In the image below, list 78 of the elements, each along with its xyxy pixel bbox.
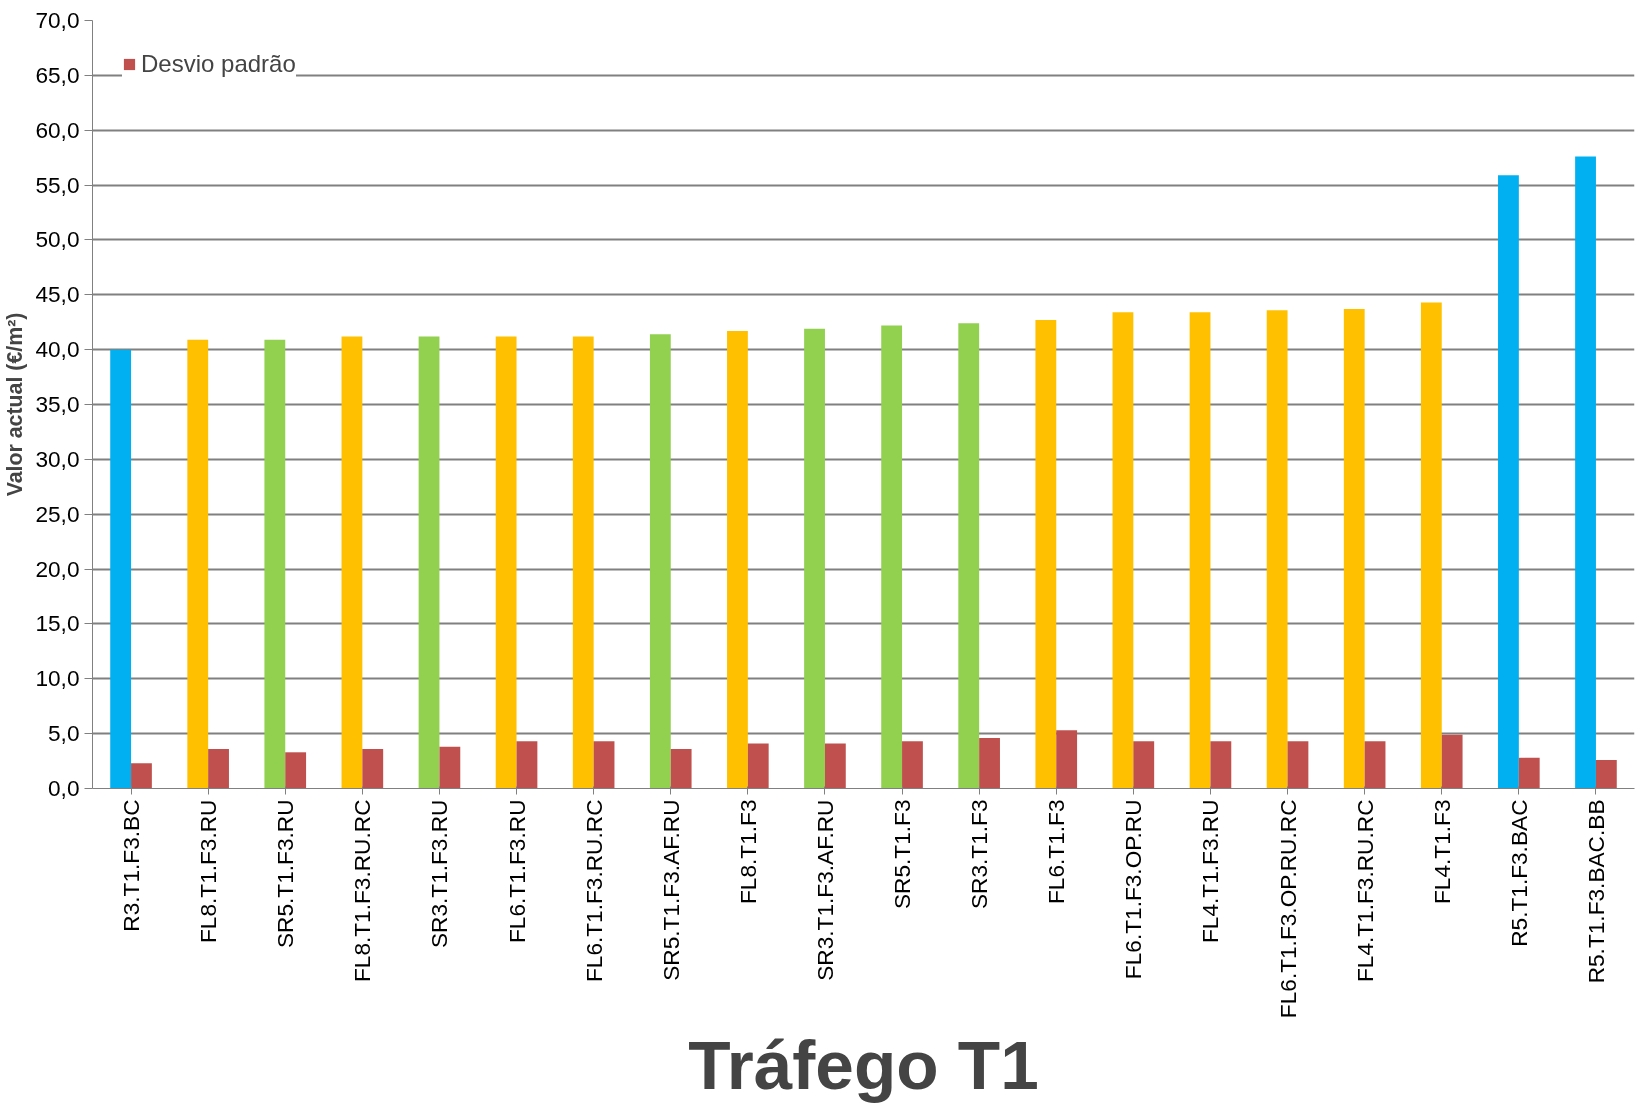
y-tick-label: 35,0: [35, 391, 80, 417]
x-tick-label: FL8.T1.F3.RU.RC: [349, 799, 376, 983]
bar: [110, 349, 132, 789]
bar: [495, 336, 517, 789]
bar: [1287, 741, 1309, 789]
y-tick-label: 25,0: [35, 500, 80, 527]
x-tick-label: R3.T1.F3.BC: [118, 799, 145, 932]
bar: [418, 336, 440, 789]
y-tick-label: 50,0: [35, 226, 80, 253]
x-tick-label: FL4.T1.F3.RU: [1197, 799, 1224, 944]
y-tick-label: 30,0: [35, 445, 80, 472]
bar: [572, 336, 594, 789]
legend-label: Desvio padrão: [141, 50, 296, 78]
bar: [1420, 302, 1442, 789]
x-tick-label: FL8.T1.F3: [734, 799, 761, 905]
bar: [1266, 310, 1288, 789]
bar: [727, 330, 748, 789]
bar: [131, 763, 152, 789]
bar: [1498, 175, 1519, 789]
x-tick-label: FL6.T1.F3.RU: [503, 799, 530, 944]
y-tick-label: 70,0: [35, 7, 80, 33]
bar: [747, 743, 769, 789]
y-tick-label: 40,0: [35, 336, 80, 363]
bar: [1035, 320, 1057, 789]
bar: [1343, 309, 1365, 789]
x-axis-title: Tráfego T1: [688, 1026, 1039, 1105]
y-tick-label: 65,0: [35, 61, 80, 88]
x-tick-label: FL8.T1.F3.RU: [195, 799, 222, 944]
y-tick-label: 10,0: [35, 665, 80, 692]
y-tick-label: 5,0: [48, 720, 80, 747]
bar: [804, 328, 825, 789]
y-tick-label: 15,0: [35, 610, 80, 637]
bar: [1595, 759, 1617, 789]
x-tick-label: SR5.T1.F3.RU: [272, 799, 299, 949]
bar: [979, 738, 1000, 789]
bar: [439, 746, 461, 789]
bar: [1575, 156, 1596, 789]
bar: [1364, 741, 1386, 789]
bar: [670, 749, 692, 789]
bar: [362, 749, 384, 789]
bar: [285, 752, 307, 789]
x-tick-label: FL6.T1.F3.OP.RU.RC: [1274, 799, 1301, 1019]
x-tick-label: FL4.T1.F3: [1428, 799, 1455, 905]
bar: [1210, 741, 1232, 789]
x-tick-label: FL6.T1.F3: [1043, 799, 1070, 905]
y-axis-title: Valor actual (€/m²): [3, 312, 28, 497]
bar: [1518, 757, 1540, 789]
bar: [1189, 312, 1211, 789]
x-tick-label: SR5.T1.F3: [889, 799, 916, 910]
bar: [208, 749, 229, 789]
bar: [187, 339, 209, 789]
bar: [881, 325, 903, 789]
x-tick-label: SR3.T1.F3.RU: [426, 799, 453, 949]
x-tick-label: SR5.T1.F3.AF.RU: [657, 799, 684, 981]
y-tick-label: 45,0: [35, 281, 80, 308]
x-tick-label: FL6.T1.F3.RU.RC: [580, 799, 607, 983]
y-tick-label: 20,0: [35, 555, 80, 582]
x-tick-label: R5.T1.F3.BAC: [1505, 799, 1532, 947]
x-tick-label: SR3.T1.F3.AF.RU: [811, 799, 838, 981]
y-tick-label: 55,0: [35, 171, 80, 198]
bar: [1056, 730, 1078, 789]
bar: [824, 743, 846, 789]
bar: [341, 336, 363, 789]
bar: [593, 741, 615, 789]
bar: [1112, 312, 1134, 789]
y-tick-label: 60,0: [35, 116, 80, 143]
y-tick-label: 0,0: [48, 775, 80, 801]
bar: [958, 323, 980, 789]
bar: [1441, 734, 1463, 789]
bar: [649, 334, 671, 789]
x-tick-label: SR3.T1.F3: [966, 799, 993, 910]
x-tick-label: FL4.T1.F3.RU.RC: [1351, 799, 1378, 983]
x-tick-label: R5.T1.F3.BAC.BB: [1582, 799, 1609, 984]
x-tick-label: FL6.T1.F3.OP.RU: [1120, 799, 1147, 980]
bar: [516, 741, 538, 789]
bar: [1133, 741, 1155, 789]
bar: [902, 741, 923, 789]
bar: [264, 339, 286, 789]
